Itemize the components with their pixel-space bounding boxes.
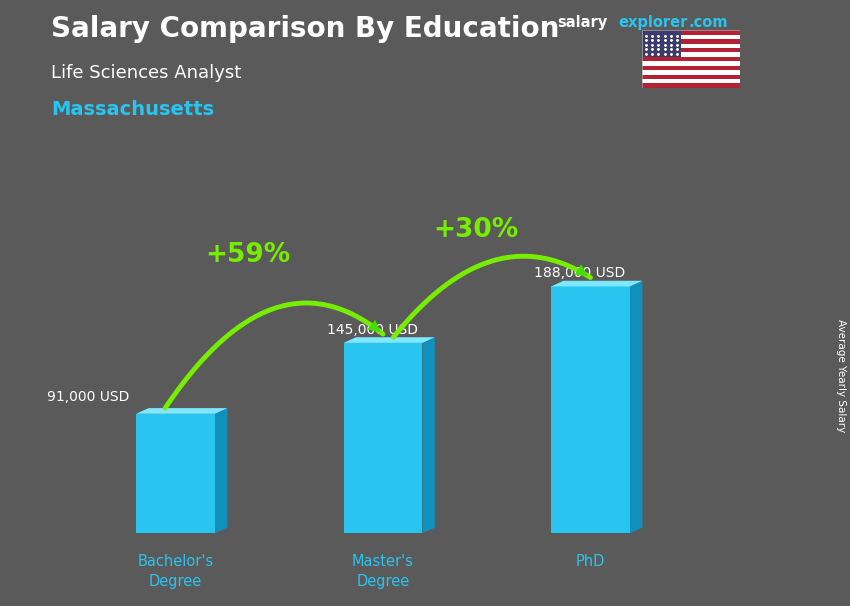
Polygon shape xyxy=(422,337,435,533)
Text: .com: .com xyxy=(688,15,728,30)
Polygon shape xyxy=(343,343,422,533)
Text: 145,000 USD: 145,000 USD xyxy=(327,322,418,336)
Polygon shape xyxy=(136,408,227,414)
Bar xyxy=(642,53,740,57)
Bar xyxy=(642,44,740,48)
Bar xyxy=(642,30,740,35)
Text: PhD: PhD xyxy=(575,554,605,569)
Bar xyxy=(642,48,740,53)
Bar xyxy=(642,84,740,88)
Text: salary: salary xyxy=(557,15,607,30)
Text: 188,000 USD: 188,000 USD xyxy=(535,266,626,280)
Bar xyxy=(642,30,681,57)
Bar xyxy=(642,39,740,44)
Polygon shape xyxy=(215,408,227,533)
Polygon shape xyxy=(343,337,435,343)
Text: +59%: +59% xyxy=(206,242,291,268)
Text: Massachusetts: Massachusetts xyxy=(51,100,214,119)
Text: Salary Comparison By Education: Salary Comparison By Education xyxy=(51,15,559,43)
Text: 91,000 USD: 91,000 USD xyxy=(48,390,130,404)
Bar xyxy=(642,61,740,65)
Polygon shape xyxy=(136,414,215,533)
Text: Bachelor's
Degree: Bachelor's Degree xyxy=(138,554,213,588)
Polygon shape xyxy=(551,287,630,533)
Bar xyxy=(642,75,740,79)
Bar xyxy=(642,57,740,61)
Text: +30%: +30% xyxy=(434,217,519,243)
Bar xyxy=(642,79,740,84)
Bar xyxy=(642,35,740,39)
Bar xyxy=(642,65,740,70)
Text: Master's
Degree: Master's Degree xyxy=(352,554,414,588)
Text: Life Sciences Analyst: Life Sciences Analyst xyxy=(51,64,241,82)
Polygon shape xyxy=(551,281,643,287)
Text: Average Yearly Salary: Average Yearly Salary xyxy=(836,319,846,432)
Bar xyxy=(642,70,740,75)
Polygon shape xyxy=(630,281,643,533)
Text: explorer: explorer xyxy=(618,15,688,30)
